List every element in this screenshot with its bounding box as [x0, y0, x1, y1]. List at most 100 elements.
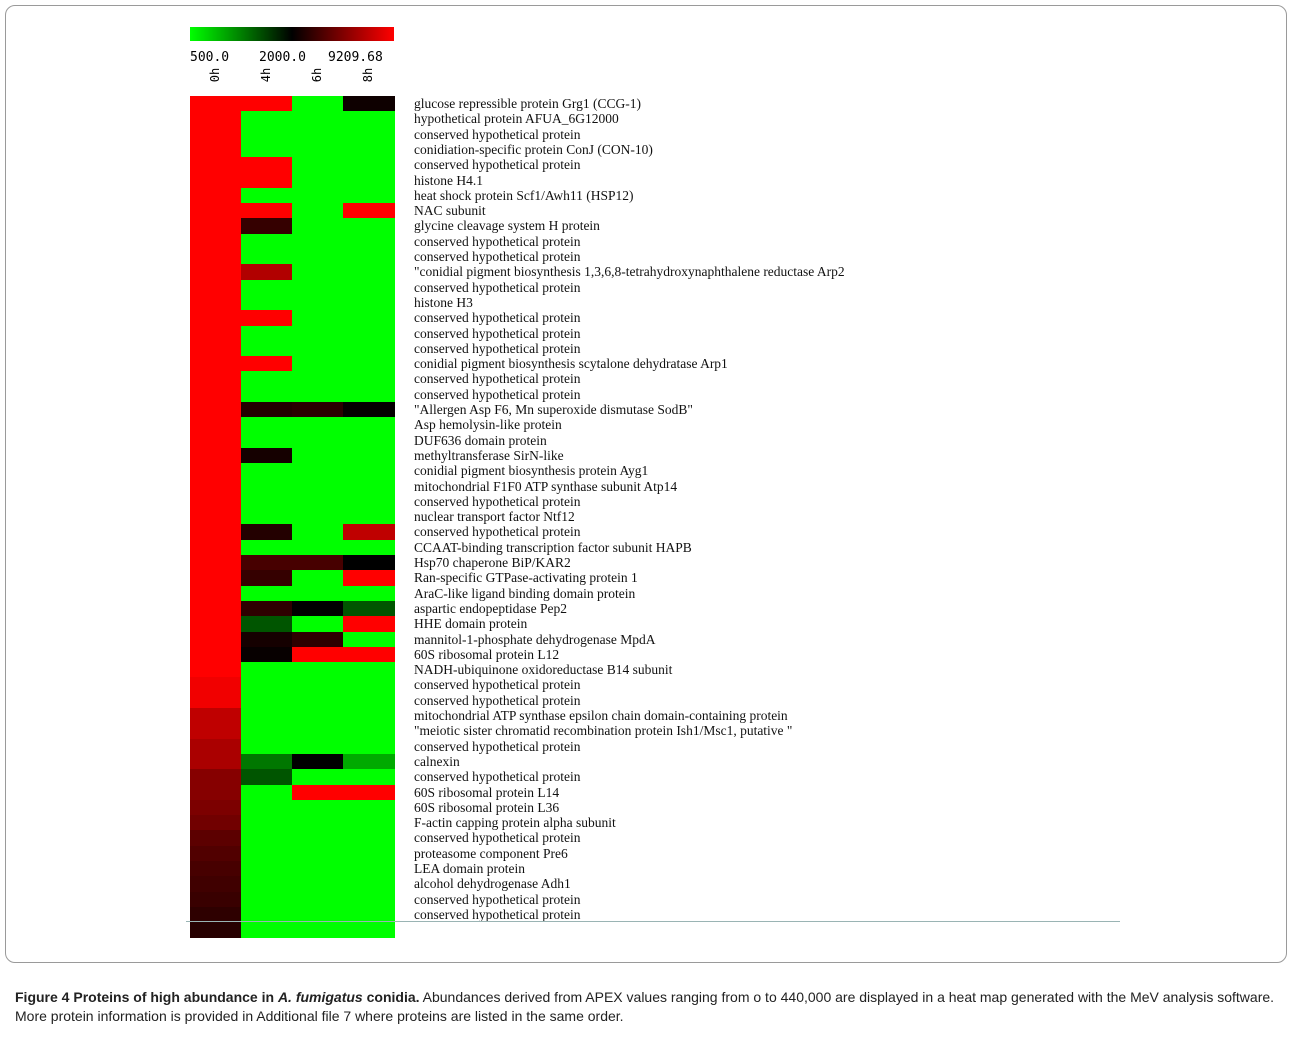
- heatmap-cell: [241, 753, 293, 770]
- row-label: "conidial pigment biosynthesis 1,3,6,8-t…: [414, 264, 845, 280]
- heatmap-cell: [343, 126, 395, 143]
- heatmap-cell: [241, 799, 293, 816]
- scale-mid-label: 2000.0: [259, 50, 306, 65]
- heatmap-cell: [292, 249, 344, 265]
- heatmap-cell: [292, 111, 344, 128]
- heatmap-cell: [292, 264, 344, 281]
- heatmap-cell: [241, 218, 293, 235]
- heatmap-cell: [343, 922, 395, 938]
- heatmap-cell: [241, 447, 293, 464]
- heatmap-cell: [343, 509, 395, 525]
- row-label: calnexin: [414, 753, 460, 769]
- row-label: conserved hypothetical protein: [414, 692, 581, 708]
- heatmap-cell: [343, 463, 395, 479]
- heatmap-cell: [292, 662, 344, 678]
- heatmap-cell: [292, 845, 344, 862]
- row-label: HHE domain protein: [414, 616, 528, 632]
- heatmap-cell: [190, 203, 242, 219]
- heatmap-cell: [343, 600, 395, 617]
- heatmap-cell: [190, 799, 242, 816]
- heatmap-cell: [292, 371, 344, 388]
- heatmap-cell: [343, 96, 395, 112]
- heatmap-cell: [190, 891, 242, 908]
- heatmap-cell: [241, 876, 293, 893]
- heatmap-cell: [292, 555, 344, 571]
- row-label: conidial pigment biosynthesis protein Ay…: [414, 463, 649, 479]
- row-label: conidiation-specific protein ConJ (CON-1…: [414, 141, 653, 157]
- heatmap-cell: [343, 723, 395, 740]
- heatmap-cell: [292, 784, 344, 801]
- row-label: aspartic endopeptidase Pep2: [414, 600, 567, 616]
- heatmap-cell: [292, 402, 344, 418]
- heatmap-cell: [241, 616, 293, 632]
- heatmap-cell: [241, 356, 293, 372]
- heatmap-cell: [292, 922, 344, 938]
- heatmap-cell: [292, 600, 344, 617]
- heatmap-cell: [292, 233, 344, 250]
- heatmap-cell: [343, 157, 395, 173]
- baseline-rule: [186, 921, 1120, 922]
- heatmap-cell: [292, 509, 344, 525]
- heatmap-cell: [241, 692, 293, 709]
- heatmap-cell: [343, 218, 395, 235]
- heatmap-cell: [343, 264, 395, 281]
- heatmap-cell: [241, 402, 293, 418]
- heatmap-cell: [190, 784, 242, 801]
- heatmap-cell: [241, 524, 293, 541]
- scale-max-label: 9209.68: [328, 50, 383, 65]
- row-label: heat shock protein Scf1/Awh11 (HSP12): [414, 187, 634, 203]
- heatmap-cell: [241, 769, 293, 785]
- heatmap-cell: [292, 646, 344, 663]
- heatmap-cell: [241, 631, 293, 648]
- color-scale-bar: [190, 27, 394, 41]
- heatmap-cell: [343, 631, 395, 648]
- row-label: conserved hypothetical protein: [414, 126, 581, 142]
- heatmap-cell: [292, 96, 344, 112]
- heatmap-cell: [190, 340, 242, 357]
- heatmap-cell: [241, 861, 293, 877]
- heatmap-cell: [190, 555, 242, 571]
- row-label: AraC-like ligand binding domain protein: [414, 585, 636, 601]
- heatmap-cell: [190, 830, 242, 847]
- heatmap-cell: [343, 845, 395, 862]
- column-label-4h: 4h: [258, 67, 273, 83]
- heatmap-cell: [343, 738, 395, 755]
- row-label: F-actin capping protein alpha subunit: [414, 815, 616, 831]
- heatmap-cell: [343, 708, 395, 724]
- heatmap-cell: [241, 845, 293, 862]
- heatmap-cell: [343, 906, 395, 923]
- heatmap-cell: [241, 478, 293, 495]
- heatmap-cell: [241, 126, 293, 143]
- row-label: conserved hypothetical protein: [414, 493, 581, 509]
- heatmap-cell: [343, 478, 395, 495]
- row-label: conserved hypothetical protein: [414, 906, 581, 921]
- heatmap-cell: [241, 555, 293, 571]
- heatmap-cell: [343, 830, 395, 847]
- heatmap-cell: [292, 616, 344, 632]
- heatmap-cell: [292, 830, 344, 847]
- heatmap-cell: [292, 463, 344, 479]
- row-label: mannitol-1-phosphate dehydrogenase MpdA: [414, 631, 656, 647]
- heatmap-cell: [190, 600, 242, 617]
- heatmap-cell: [190, 493, 242, 510]
- heatmap-cell: [241, 723, 293, 740]
- heatmap-cell: [241, 830, 293, 847]
- heatmap-cell: [343, 585, 395, 602]
- heatmap-cell: [343, 769, 395, 785]
- heatmap-cell: [190, 310, 242, 326]
- heatmap-cell: [343, 187, 395, 204]
- heatmap-cell: [190, 539, 242, 556]
- heatmap-cell: [292, 432, 344, 449]
- heatmap-cell: [292, 340, 344, 357]
- heatmap-cell: [241, 509, 293, 525]
- row-label: 60S ribosomal protein L36: [414, 799, 560, 815]
- row-label: conserved hypothetical protein: [414, 769, 581, 785]
- heatmap-cell: [190, 356, 242, 372]
- heatmap-cell: [241, 891, 293, 908]
- heatmap-cell: [241, 310, 293, 326]
- heatmap-cell: [292, 478, 344, 495]
- heatmap-cell: [343, 692, 395, 709]
- row-label: conserved hypothetical protein: [414, 325, 581, 341]
- heatmap-cell: [190, 463, 242, 479]
- caption-body: Abundances derived from APEX values rang…: [15, 989, 1275, 1024]
